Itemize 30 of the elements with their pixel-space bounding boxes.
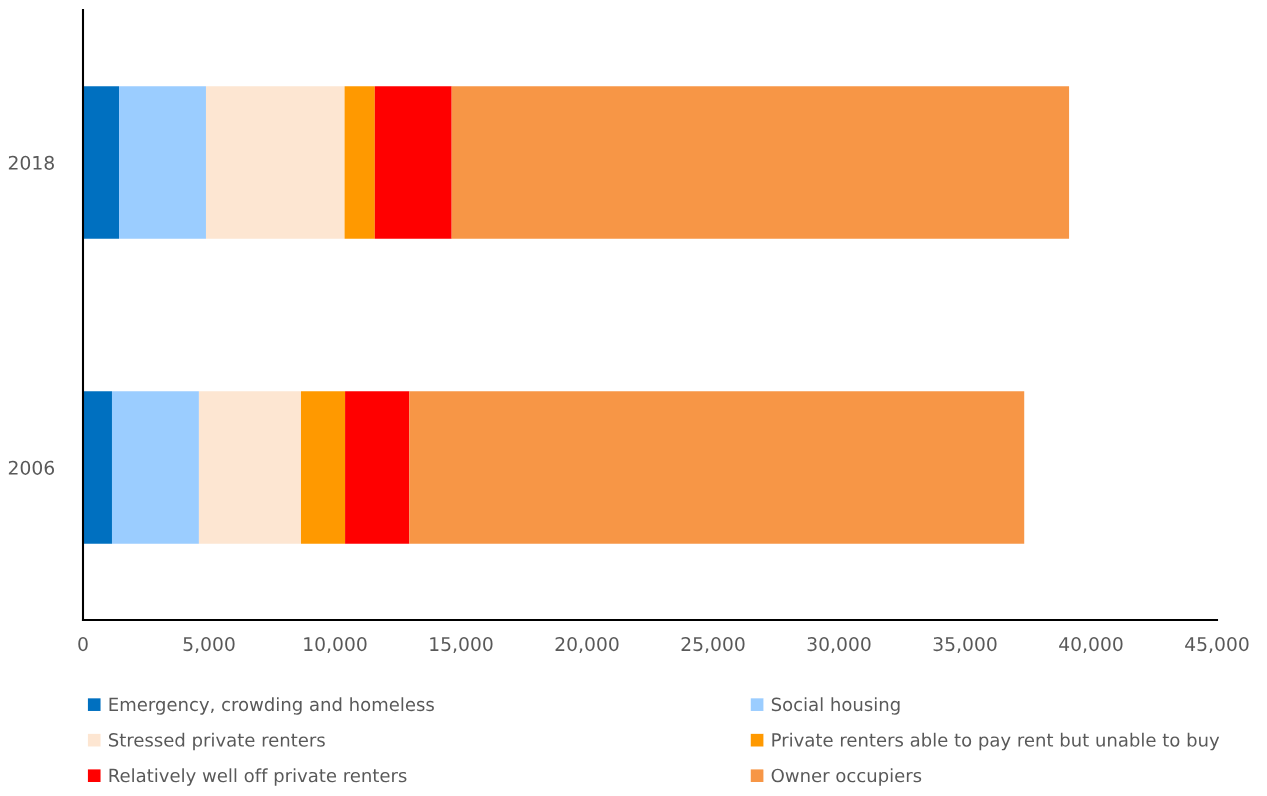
bar xyxy=(344,86,375,239)
x-tick-label: 15,000 xyxy=(430,637,493,654)
bar xyxy=(83,86,120,239)
bar xyxy=(374,86,452,239)
bar xyxy=(111,391,199,544)
y-tick-label: 2018 xyxy=(8,155,54,170)
bar xyxy=(205,86,345,239)
x-tick-label: 40,000 xyxy=(1059,637,1123,654)
x-tick-label: 10,000 xyxy=(304,637,367,654)
bar xyxy=(83,391,112,544)
legend-label: Relatively well off private renters xyxy=(109,768,407,786)
legend-label: Social housing xyxy=(771,697,900,715)
x-tick-label: 45,000 xyxy=(1185,637,1249,654)
legend-label: Emergency, crowding and homeless xyxy=(109,697,434,715)
bar xyxy=(451,86,1070,239)
legend-label: Owner occupiers xyxy=(771,768,922,786)
x-tick-label: 0 xyxy=(78,637,88,652)
y-tick-label: 2006 xyxy=(8,460,55,475)
legend-label: Stressed private renters xyxy=(108,732,325,751)
bar xyxy=(409,391,1025,544)
x-tick-label: 35,000 xyxy=(933,637,997,654)
x-tick-label: 20,000 xyxy=(555,637,619,654)
x-tick-label: 5,000 xyxy=(183,637,235,654)
bar xyxy=(345,391,410,544)
bar xyxy=(198,391,301,544)
legend-label: Private renters able to pay rent but unable to buy xyxy=(772,732,1220,751)
x-tick-label: 25,000 xyxy=(681,637,745,654)
x-tick-label: 30,000 xyxy=(807,637,871,654)
bar xyxy=(119,86,206,239)
bar xyxy=(300,391,346,544)
